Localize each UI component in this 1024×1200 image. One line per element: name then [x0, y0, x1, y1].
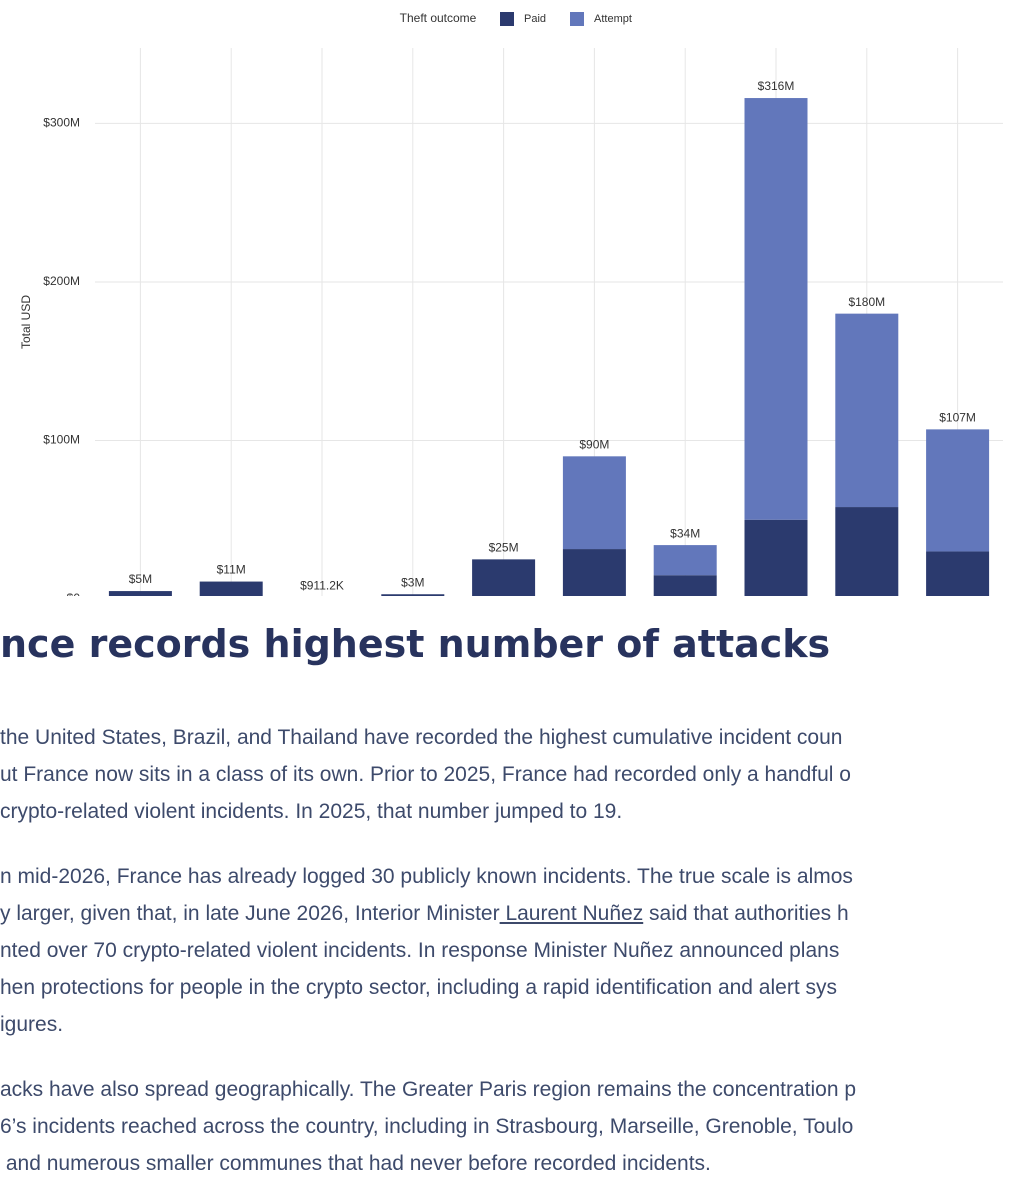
paragraph-line: and numerous smaller communes that had n…	[0, 1152, 711, 1175]
paragraph-line: the United States, Brazil, and Thailand …	[0, 726, 843, 749]
value-label: $25M	[489, 541, 519, 555]
bar-segment	[835, 313, 899, 508]
heading: nce records highest number of attacks	[0, 622, 831, 666]
chart: Theft outcome Total USD $0 $100M $200M $300…	[19, 11, 1003, 596]
paragraph-line: n mid-2026, France has already logged 30…	[0, 865, 853, 888]
legend-label: Attempt	[594, 13, 632, 25]
article: nce records highest number of attacks th…	[0, 596, 1024, 1200]
legend-title: Theft outcome	[400, 11, 477, 25]
bar-segment	[562, 549, 626, 596]
legend-label: Paid	[524, 13, 546, 25]
bar-segment	[653, 575, 717, 596]
bar-segment	[199, 581, 263, 596]
value-label: $107M	[939, 411, 976, 425]
bar-segment	[926, 429, 990, 552]
value-label: $5M	[129, 572, 152, 586]
y-tick-label: $300M	[43, 116, 80, 130]
y-tick-label: $100M	[43, 433, 80, 447]
value-label: $911.2K	[300, 579, 344, 593]
bar-segment	[744, 98, 808, 520]
y-tick-label: $0	[67, 591, 81, 596]
legend-swatch	[500, 12, 514, 26]
paragraph-line: 6’s incidents reached across the country…	[0, 1115, 854, 1138]
paragraph-line: nted over 70 crypto-related violent inci…	[0, 939, 840, 962]
value-label: $90M	[579, 437, 609, 451]
bar-segment	[108, 591, 172, 596]
legend-swatch	[570, 12, 584, 26]
bar-segment	[926, 551, 990, 596]
paragraph-line: hen protections for people in the crypto…	[0, 976, 837, 999]
bar-segment	[653, 545, 717, 576]
value-label: $3M	[401, 575, 424, 589]
bar-segment	[472, 559, 536, 596]
text: said that authorities h	[643, 902, 849, 925]
bar-segment	[744, 519, 808, 596]
value-label: $316M	[758, 79, 795, 93]
bar-segment	[835, 507, 899, 596]
paragraph-line: crypto-related violent incidents. In 202…	[0, 800, 623, 823]
y-tick-label: $200M	[43, 274, 80, 288]
bar-segment	[562, 456, 626, 550]
text: y larger, given that, in late June 2026,…	[0, 902, 500, 925]
paragraph-line: igures.	[0, 1013, 64, 1036]
paragraph-line: ut France now sits in a class of its own…	[0, 763, 851, 786]
link[interactable]: Laurent Nuñez	[499, 902, 644, 925]
paragraph-line: y larger, given that, in late June 2026,…	[0, 902, 849, 926]
y-axis-label: Total USD	[19, 295, 33, 349]
bar-segment	[381, 594, 445, 596]
value-label: $11M	[217, 563, 246, 577]
paragraph-line: acks have also spread geographically. Th…	[0, 1078, 857, 1101]
value-label: $34M	[670, 526, 700, 540]
value-label: $180M	[848, 295, 885, 309]
